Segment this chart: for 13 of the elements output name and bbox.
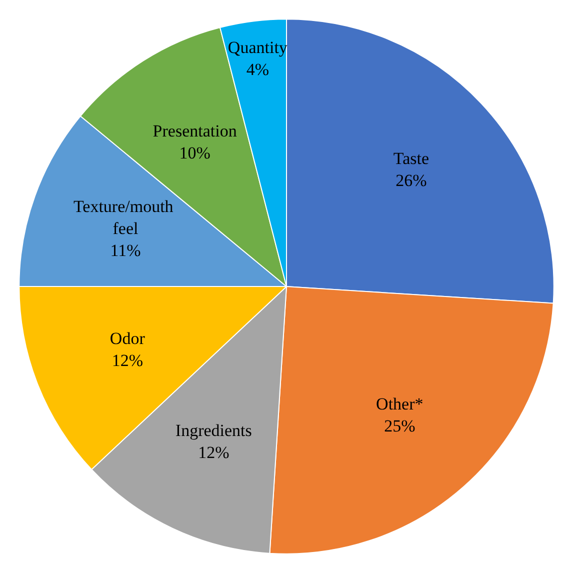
slice-label: Ingredients [175,420,252,440]
slice-label: Texture/mouth feel [73,197,178,238]
data-label: 26% [396,170,427,190]
slice-label: Odor [110,328,146,348]
slice-label: Presentation [152,122,238,141]
data-label: 12% [198,442,230,462]
data-label: 4% [246,60,270,79]
slice-label: Taste [393,148,430,168]
data-label: 12% [112,350,143,370]
slice-label: Other* [376,394,424,414]
data-label: 11% [110,241,141,260]
data-label: 10% [179,144,210,163]
data-label: 25% [384,416,416,436]
